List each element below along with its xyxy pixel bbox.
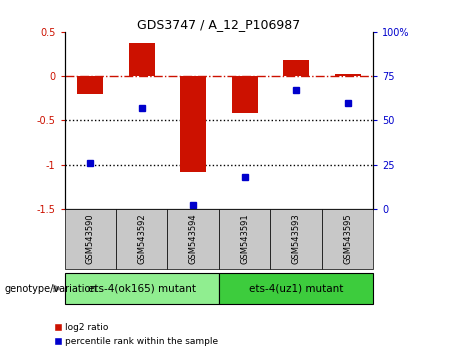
Text: ets-4(uz1) mutant: ets-4(uz1) mutant xyxy=(249,284,343,293)
Bar xyxy=(65,209,116,269)
Text: GSM543591: GSM543591 xyxy=(240,213,249,264)
Title: GDS3747 / A_12_P106987: GDS3747 / A_12_P106987 xyxy=(137,18,301,31)
Bar xyxy=(322,209,373,269)
Bar xyxy=(219,273,373,304)
Bar xyxy=(271,209,322,269)
Bar xyxy=(232,76,258,113)
Bar xyxy=(180,76,206,172)
Text: GSM543590: GSM543590 xyxy=(86,213,95,264)
Bar xyxy=(129,44,154,76)
Bar xyxy=(65,273,219,304)
Bar xyxy=(335,74,361,76)
Bar xyxy=(284,60,309,76)
Text: ets-4(ok165) mutant: ets-4(ok165) mutant xyxy=(88,284,196,293)
Text: GSM543595: GSM543595 xyxy=(343,213,352,264)
Text: GSM543592: GSM543592 xyxy=(137,213,146,264)
Bar xyxy=(167,209,219,269)
Text: GSM543593: GSM543593 xyxy=(292,213,301,264)
Legend: log2 ratio, percentile rank within the sample: log2 ratio, percentile rank within the s… xyxy=(51,320,222,349)
Text: GSM543594: GSM543594 xyxy=(189,213,198,264)
Text: genotype/variation: genotype/variation xyxy=(5,284,97,293)
Bar xyxy=(219,209,271,269)
Bar xyxy=(116,209,167,269)
Bar xyxy=(77,76,103,94)
